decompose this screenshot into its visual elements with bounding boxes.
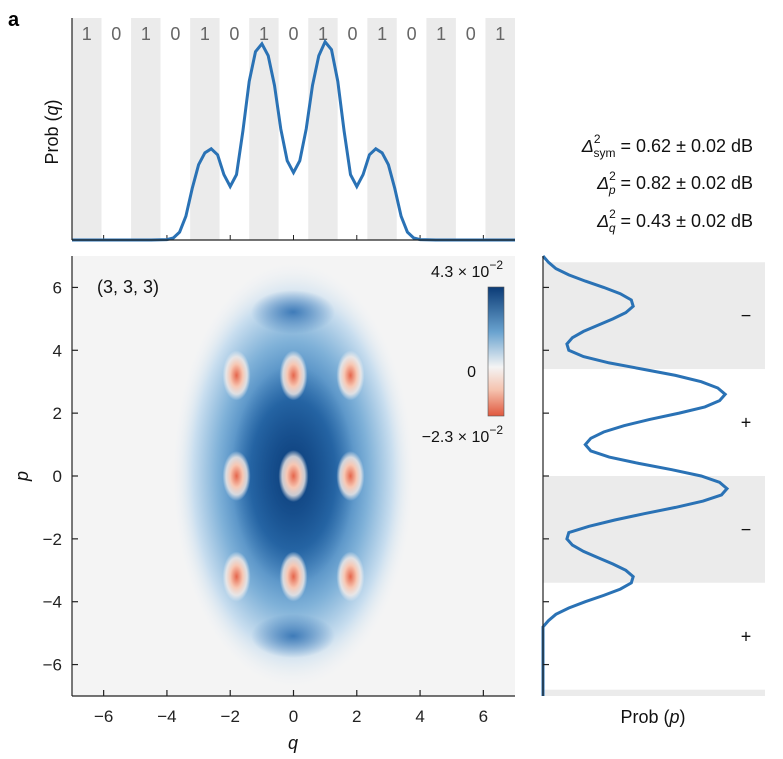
top-ylabel: Prob (q) (42, 99, 62, 164)
x-tick-label: −4 (157, 707, 176, 726)
bit-label: 1 (318, 24, 328, 44)
bit-label: 0 (111, 24, 121, 44)
lobe-bottom (251, 614, 335, 658)
p-marginal-curve (541, 255, 730, 696)
lobe-top (251, 290, 335, 334)
bit-label: 1 (82, 24, 92, 44)
negative-peaks (222, 350, 365, 602)
sign-band (543, 369, 765, 476)
sign-label: + (741, 626, 752, 646)
stat-sym: Δ2 sym = 0.62 ± 0.02 dB (581, 132, 753, 160)
bit-bands (72, 18, 515, 240)
x-tick-label: 0 (289, 707, 298, 726)
bit-band (101, 18, 132, 240)
bit-band (485, 18, 515, 240)
q-marginal-curve (72, 38, 515, 242)
colorbar-min-label: −2.3 × 10−2 (422, 423, 504, 446)
negative-peak (278, 450, 309, 502)
x-axis-label: q (288, 733, 298, 753)
bit-label: 0 (466, 24, 476, 44)
bit-band (308, 18, 338, 240)
bit-band (131, 18, 161, 240)
bit-label: 1 (436, 24, 446, 44)
panel-label: a (8, 9, 20, 31)
right-marginal-panel: − + − + Prob (p) (541, 255, 765, 727)
bit-band (160, 18, 191, 240)
state-annotation: (3, 3, 3) (97, 277, 159, 297)
bit-band (219, 18, 250, 240)
negative-peak (279, 551, 308, 602)
negative-peak (336, 350, 365, 401)
y-tick-label: 4 (53, 341, 62, 360)
bit-band (190, 18, 220, 240)
bit-label: 1 (200, 24, 210, 44)
negative-peak (336, 451, 365, 501)
sign-band (543, 582, 765, 690)
y-tick-label: −6 (43, 656, 62, 675)
bit-label: 0 (229, 24, 239, 44)
negative-peak (279, 350, 308, 401)
negative-peak (222, 350, 251, 401)
y-tick-label: 6 (53, 278, 62, 297)
bit-label: 0 (288, 24, 298, 44)
bit-label: 0 (348, 24, 358, 44)
x-tick-label: 4 (415, 707, 424, 726)
y-tick-label: 0 (53, 467, 62, 486)
sign-label: − (741, 519, 752, 539)
x-tick-label: 6 (479, 707, 488, 726)
bit-label: 1 (141, 24, 151, 44)
stats-block: Δ2 sym = 0.62 ± 0.02 dB Δ2 p = 0.82 ± 0.02… (581, 132, 753, 235)
bit-label: 1 (259, 24, 269, 44)
bit-band (278, 18, 309, 240)
x-tick-label: 2 (352, 707, 361, 726)
colorbar (487, 286, 505, 417)
bit-band (455, 18, 486, 240)
colorbar-zero-label: 0 (467, 364, 476, 381)
right-y-ticks (543, 286, 549, 666)
sign-label: + (741, 413, 752, 433)
bit-label: 0 (170, 24, 180, 44)
bit-band (396, 18, 427, 240)
stat-p: Δ2 p = 0.82 ± 0.02 dB (596, 169, 753, 197)
bit-band (426, 18, 456, 240)
y-tick-label: −2 (43, 530, 62, 549)
x-tick-label: −6 (94, 707, 113, 726)
bit-band (72, 18, 102, 240)
sign-bands (543, 262, 765, 696)
sign-labels: − + − + (741, 306, 752, 647)
bit-band (337, 18, 368, 240)
negative-peak (222, 551, 251, 602)
y-ticks: −6 −4 −2 0 2 4 6 (43, 278, 78, 675)
negative-peak (336, 551, 365, 602)
bit-band (367, 18, 397, 240)
bit-band (249, 18, 279, 240)
stat-q: Δ2 q = 0.43 ± 0.02 dB (596, 207, 753, 235)
sign-label: − (741, 306, 752, 326)
x-tick-label: −2 (221, 707, 240, 726)
y-axis-label: p (12, 471, 32, 482)
right-xlabel: Prob (p) (620, 707, 685, 727)
sign-band (543, 689, 765, 696)
y-tick-label: −4 (43, 593, 62, 612)
y-tick-label: 2 (53, 404, 62, 423)
bit-label: 0 (407, 24, 417, 44)
wigner-heatmap: −6 −4 −2 0 2 4 6 −6 −4 −2 0 2 4 6 (3, 3, 3) q p 4.3 … (12, 256, 515, 753)
bit-label: 1 (495, 24, 505, 44)
x-ticks: −6 −4 −2 0 2 4 6 (94, 690, 488, 726)
colorbar-max-label: 4.3 × 10−2 (431, 258, 503, 281)
bit-label: 1 (377, 24, 387, 44)
negative-peak (222, 451, 251, 501)
